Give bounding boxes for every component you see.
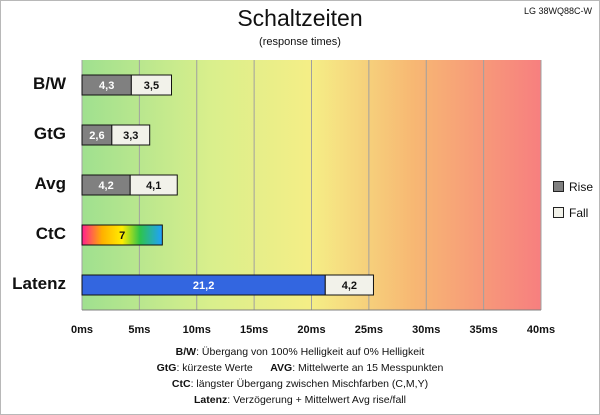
x-tick-label-5: 5ms (128, 324, 151, 336)
x-tick-label-0: 0ms (70, 324, 94, 336)
data-label-avg-1: 4,1 (146, 180, 161, 192)
note-bw: B/W: Übergang von 100% Helligkeit auf 0%… (175, 346, 425, 358)
data-label-ctc-0: 7 (119, 230, 125, 242)
x-tick-label-15: 15ms (240, 324, 269, 336)
x-tick-label-20: 20ms (297, 324, 326, 336)
category-label-gtg: GtG (33, 124, 66, 143)
category-label-latenz: Latenz (12, 274, 66, 293)
chart-title: Schaltzeiten (237, 5, 363, 31)
x-tick-label-10: 10ms (182, 324, 211, 336)
legend-fall: Fall (553, 206, 588, 220)
note-latenz: Latenz: Verzögerung + Mittelwert Avg ris… (194, 394, 406, 406)
data-label-bw-1: 3,5 (144, 80, 159, 92)
data-label-latenz-0: 21,2 (193, 280, 214, 292)
legend-label-fall: Fall (569, 206, 589, 220)
category-label-bw: B/W (32, 74, 66, 93)
data-label-bw-0: 4,3 (99, 80, 114, 92)
note-gtg-avg: GtG: kürzeste Werte AVG: Mittelwerte an … (156, 362, 444, 374)
bar-bw-1 (130, 74, 173, 96)
bar-gtg-1 (111, 124, 151, 146)
category-label-ctc: CtC (35, 224, 66, 243)
note-ctc: CtC: längster Übergang zwischen Mischfar… (171, 378, 429, 390)
data-label-gtg-1: 3,3 (123, 130, 138, 142)
x-tick-label-35: 35ms (469, 324, 498, 336)
footnotes: B/W: Übergang von 100% Helligkeit auf 0%… (0, 344, 600, 408)
legend-rise: Rise (553, 180, 593, 194)
bar-ctc-0 (81, 224, 163, 246)
legend-swatch-fall (553, 207, 564, 218)
bar-avg-1 (129, 174, 178, 196)
legend-label-rise: Rise (569, 180, 594, 194)
bar-latenz-1 (324, 274, 374, 296)
data-label-gtg-0: 2,6 (89, 130, 104, 142)
monitor-model: LG 38WQ88C-W (523, 6, 592, 16)
category-label-avg: Avg (34, 174, 67, 193)
x-tick-label-30: 30ms (412, 324, 441, 336)
chart-subtitle: (response times) (259, 36, 341, 48)
data-label-latenz-1: 4,2 (342, 280, 357, 292)
legend-swatch-rise (553, 181, 564, 192)
data-label-avg-0: 4,2 (98, 180, 113, 192)
x-tick-label-25: 25ms (354, 324, 383, 336)
x-tick-label-40: 40ms (526, 324, 556, 336)
